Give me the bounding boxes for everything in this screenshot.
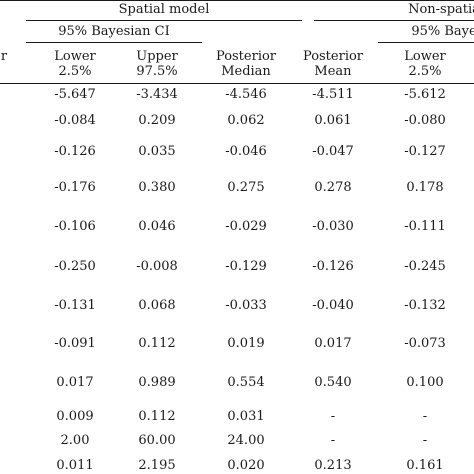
cell-upper-spatial: 2.195 xyxy=(138,458,176,473)
cell-posterior-median: 0.554 xyxy=(227,375,265,390)
cell-lower-spatial: -5.647 xyxy=(54,87,96,102)
cell-upper-spatial: 0.112 xyxy=(138,409,176,424)
non-spatial-ci-header: 95% Baye xyxy=(411,24,474,39)
cell-posterior-median: 0.020 xyxy=(227,458,265,473)
cell-lower-nonspatial: 0.100 xyxy=(406,375,444,390)
cell-posterior-mean: 0.061 xyxy=(314,113,352,128)
cell-posterior-median: 0.275 xyxy=(227,180,265,195)
cell-upper-spatial: -3.434 xyxy=(136,87,178,102)
col-header-upper-spatial-pct: 97.5% xyxy=(136,64,178,79)
cell-lower-nonspatial: -0.245 xyxy=(404,259,446,274)
cell-posterior-mean: 0.278 xyxy=(314,180,352,195)
spatial-ci-header: 95% Bayesian CI xyxy=(58,24,170,39)
col-header-upper-spatial: Upper xyxy=(136,49,178,64)
cell-lower-nonspatial: -0.132 xyxy=(404,298,446,313)
cell-upper-spatial: 0.046 xyxy=(138,219,176,234)
cell-lower-spatial: 2.00 xyxy=(60,433,90,448)
col-header-posterior-median-2: Median xyxy=(221,64,271,79)
non-spatial-model-rule xyxy=(314,20,474,21)
cell-posterior-median: -0.046 xyxy=(225,144,267,159)
cell-lower-nonspatial: -0.080 xyxy=(404,113,446,128)
spatial-model-rule xyxy=(26,20,302,21)
cell-posterior-median: 0.031 xyxy=(227,409,265,424)
cell-upper-spatial: 0.068 xyxy=(138,298,176,313)
cell-posterior-mean: - xyxy=(330,433,336,448)
col-header-lower-nonspatial-pct: 2.5% xyxy=(408,64,442,79)
col-header-lower-nonspatial: Lower xyxy=(404,49,446,64)
cell-lower-spatial: -0.126 xyxy=(54,144,96,159)
cell-lower-nonspatial: - xyxy=(422,409,428,424)
cell-lower-spatial: -0.131 xyxy=(54,298,96,313)
cell-lower-nonspatial: -0.073 xyxy=(404,336,446,351)
header-rule xyxy=(0,83,474,84)
cell-posterior-mean: -0.030 xyxy=(312,219,354,234)
cell-lower-nonspatial: -5.612 xyxy=(404,87,446,102)
cell-lower-spatial: -0.091 xyxy=(54,336,96,351)
cell-posterior-median: -4.546 xyxy=(225,87,267,102)
cell-lower-nonspatial: - xyxy=(422,433,428,448)
spatial-ci-rule xyxy=(26,42,202,43)
cell-lower-spatial: -0.176 xyxy=(54,180,96,195)
cell-posterior-median: -0.029 xyxy=(225,219,267,234)
cell-lower-nonspatial: 0.178 xyxy=(406,180,444,195)
cell-posterior-median: 0.062 xyxy=(227,113,265,128)
col-header-posterior-mean-2: Mean xyxy=(314,64,352,79)
cell-lower-nonspatial: -0.111 xyxy=(404,219,446,234)
cell-lower-spatial: -0.106 xyxy=(54,219,96,234)
cell-upper-spatial: 60.00 xyxy=(138,433,176,448)
cell-upper-spatial: -0.008 xyxy=(136,259,178,274)
col-header-lower-spatial-pct: 2.5% xyxy=(58,64,92,79)
cell-posterior-median: -0.129 xyxy=(225,259,267,274)
cell-posterior-mean: - xyxy=(330,409,336,424)
col-header-posterior-median: Posterior xyxy=(215,49,277,64)
cell-posterior-mean: 0.213 xyxy=(314,458,352,473)
row-label-header: r xyxy=(0,49,8,64)
cell-upper-spatial: 0.989 xyxy=(138,375,176,390)
non-spatial-model-header: Non-spatia xyxy=(408,2,474,17)
cell-posterior-mean: -0.047 xyxy=(312,144,354,159)
cell-lower-spatial: -0.250 xyxy=(54,259,96,274)
non-spatial-ci-rule xyxy=(378,42,474,43)
cell-posterior-median: 24.00 xyxy=(227,433,265,448)
cell-upper-spatial: 0.209 xyxy=(138,113,176,128)
cell-upper-spatial: 0.112 xyxy=(138,336,176,351)
cell-lower-spatial: 0.011 xyxy=(56,458,94,473)
cell-lower-spatial: 0.017 xyxy=(56,375,94,390)
cell-lower-spatial: -0.084 xyxy=(54,113,96,128)
cell-lower-nonspatial: 0.161 xyxy=(406,458,444,473)
cell-posterior-median: 0.019 xyxy=(227,336,265,351)
cell-upper-spatial: 0.380 xyxy=(138,180,176,195)
cell-lower-spatial: 0.009 xyxy=(56,409,94,424)
spatial-model-header: Spatial model xyxy=(118,2,210,17)
cell-lower-nonspatial: -0.127 xyxy=(404,144,446,159)
cell-posterior-mean: 0.540 xyxy=(314,375,352,390)
cell-posterior-median: -0.033 xyxy=(225,298,267,313)
cell-posterior-mean: 0.017 xyxy=(314,336,352,351)
cell-posterior-mean: -0.126 xyxy=(312,259,354,274)
top-rule xyxy=(0,0,474,1)
col-header-lower-spatial: Lower xyxy=(54,49,96,64)
cell-posterior-mean: -0.040 xyxy=(312,298,354,313)
cell-posterior-mean: -4.511 xyxy=(312,87,354,102)
cell-upper-spatial: 0.035 xyxy=(138,144,176,159)
col-header-posterior-mean: Posterior xyxy=(302,49,364,64)
